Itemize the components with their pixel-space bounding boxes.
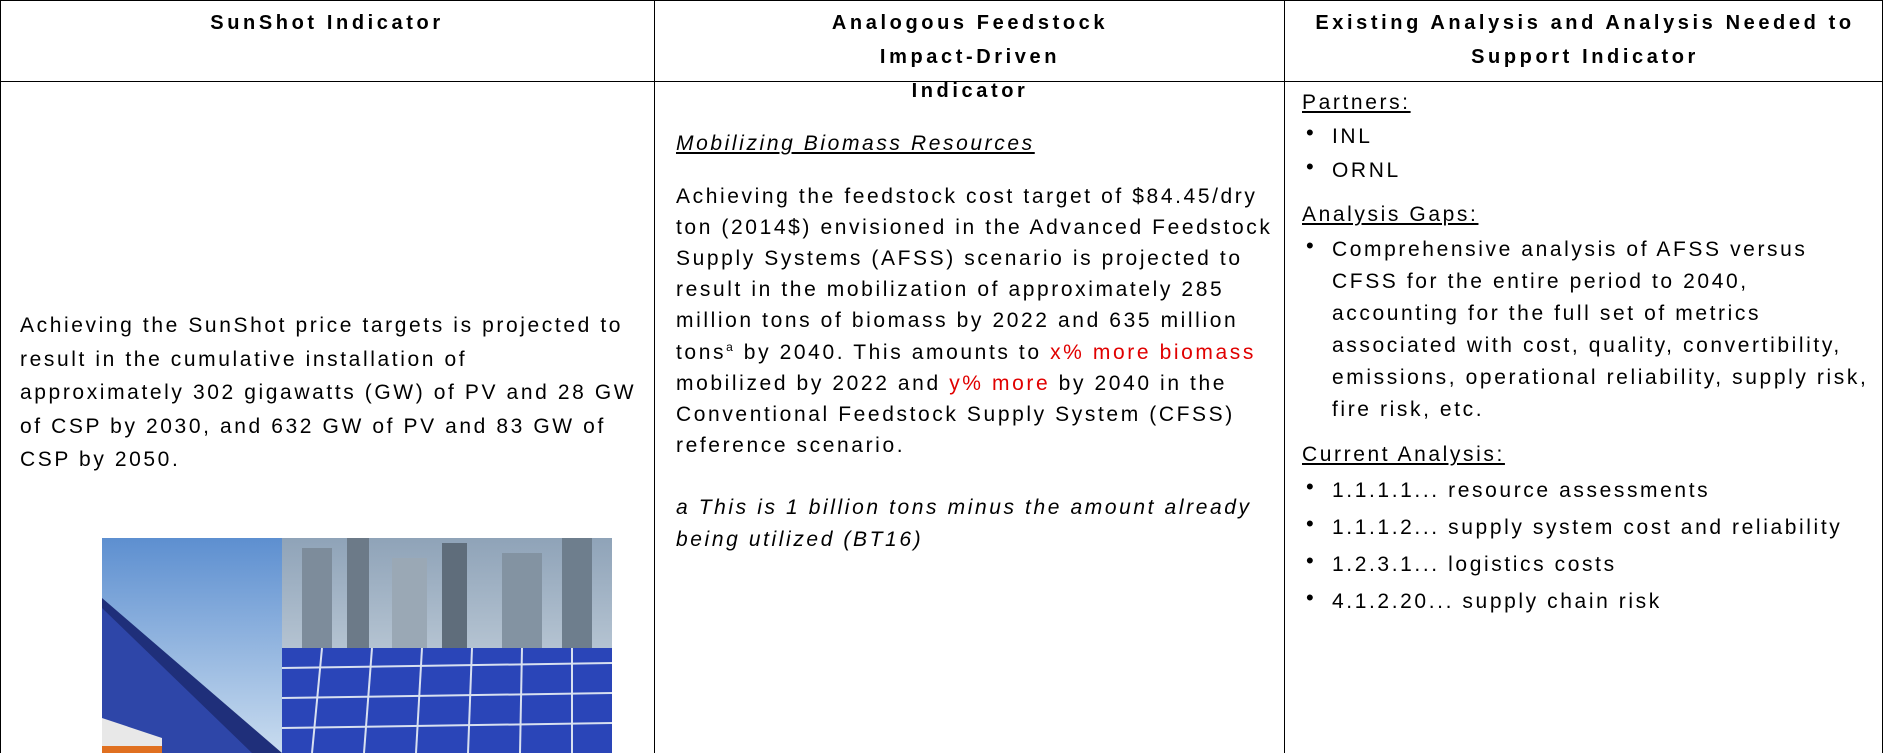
body-text: mobilized by 2022 and — [676, 371, 950, 395]
rule — [0, 0, 1, 753]
rule — [1284, 0, 1285, 753]
list-item: ORNL — [1302, 152, 1872, 186]
column-header: Existing Analysis and Analysis Needed to… — [1315, 12, 1855, 68]
section-title: Partners: — [1302, 91, 1411, 114]
list-item: INL — [1302, 118, 1872, 152]
body-text: by 2040. This amounts to — [735, 340, 1051, 364]
feedstock-heading: Mobilizing Biomass Resources — [676, 132, 1035, 155]
solar-photo — [102, 538, 612, 753]
list-item: 1.2.3.1... logistics costs — [1302, 546, 1872, 580]
sunshot-text: Achieving the SunShot price targets is p… — [20, 314, 637, 471]
feedstock-cell: Mobilizing Biomass Resources Achieving t… — [676, 127, 1276, 555]
rule — [0, 81, 1883, 82]
list-item: 4.1.2.20... supply chain risk — [1302, 583, 1872, 617]
analysis-cell: Partners: INLORNL Analysis Gaps: Compreh… — [1302, 88, 1872, 617]
footnote-mark: a — [726, 339, 736, 354]
section-title: Current Analysis: — [1302, 443, 1505, 466]
list-item: 1.1.1.2... supply system cost and reliab… — [1302, 509, 1872, 543]
body-text: by 2040 in the Conventional Feedstock Su… — [676, 371, 1235, 458]
column-header: SunShot Indicator — [210, 12, 444, 34]
feedstock-body: Achieving the feedstock cost target of $… — [676, 181, 1276, 462]
column-header: Analogous Feedstock Impact-Driven Indica… — [831, 12, 1109, 102]
highlight-text: x% more biomass — [1050, 340, 1256, 364]
footnote: a This is 1 billion tons minus the amoun… — [676, 496, 1252, 551]
rule — [654, 0, 655, 753]
list-item: Comprehensive analysis of AFSS versus CF… — [1302, 230, 1872, 426]
list-item: 1.1.1.1... resource assessments — [1302, 472, 1872, 506]
highlight-text: y% more — [949, 371, 1051, 395]
rule — [0, 0, 1883, 1]
body-text: Achieving the feedstock cost target of $… — [676, 184, 1273, 364]
section-title: Analysis Gaps: — [1302, 203, 1479, 226]
